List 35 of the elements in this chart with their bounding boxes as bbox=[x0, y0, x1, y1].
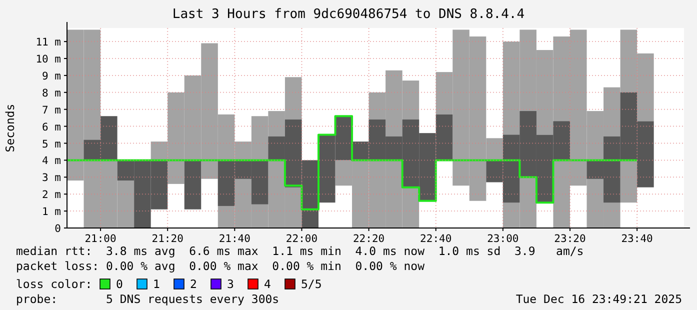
legend-label: 1 bbox=[153, 277, 160, 291]
text: probe: 5 DNS requests every 300s bbox=[16, 292, 280, 306]
x-tick-label: 21:40 bbox=[218, 233, 250, 245]
y-tick-label: 5 m bbox=[42, 138, 61, 150]
x-tick-label: 21:20 bbox=[152, 233, 184, 245]
text: median rtt: 3.8 ms avg 6.6 ms max 1.1 ms min 4.0 ms now 1.0 ms sd 3.9 am/s bbox=[16, 244, 584, 258]
legend-label: 4 bbox=[264, 277, 271, 291]
x-tick-label: 21:00 bbox=[84, 233, 116, 245]
x-tick-label: 23:40 bbox=[621, 233, 653, 245]
y-tick-label: 6 m bbox=[42, 121, 61, 134]
x-tick-label: 23:20 bbox=[554, 233, 586, 245]
y-tick-label: 11 m bbox=[36, 36, 61, 49]
bar bbox=[184, 160, 202, 210]
legend-label: 5/5 bbox=[301, 277, 322, 291]
y-tick-label: 4 m bbox=[42, 155, 61, 168]
y-tick-label: 9 m bbox=[42, 70, 61, 82]
x-tick-label: 22:40 bbox=[420, 233, 452, 245]
text: Tue Dec 16 23:49:21 2025 bbox=[516, 292, 682, 306]
y-axis-title: Seconds bbox=[3, 104, 17, 152]
x-tick-label: 22:20 bbox=[352, 233, 385, 245]
legend-label: 2 bbox=[190, 277, 197, 291]
x-tick-label: 23:00 bbox=[487, 233, 519, 245]
chart-title: Last 3 Hours from 9dc690486754 to DNS 8.8.4.4 bbox=[172, 7, 525, 22]
y-tick-label: 10 m bbox=[36, 54, 61, 66]
legend-label: 0 bbox=[116, 277, 123, 291]
y-tick-label: 8 m bbox=[42, 87, 61, 100]
legend-label: 3 bbox=[227, 277, 234, 291]
text: packet loss: 0.00 % avg 0.00 % max 0.00 % min 0.00 % now bbox=[16, 259, 425, 273]
y-tick-label: 1 m bbox=[42, 206, 61, 218]
y-tick-label: 3 m bbox=[42, 172, 61, 184]
legend-title: loss color: bbox=[16, 277, 92, 291]
y-tick-label: 7 m bbox=[42, 104, 61, 116]
y-tick-label: 0 bbox=[54, 223, 61, 235]
x-tick-label: 22:00 bbox=[286, 233, 318, 245]
y-tick-label: 2 m bbox=[42, 189, 61, 202]
